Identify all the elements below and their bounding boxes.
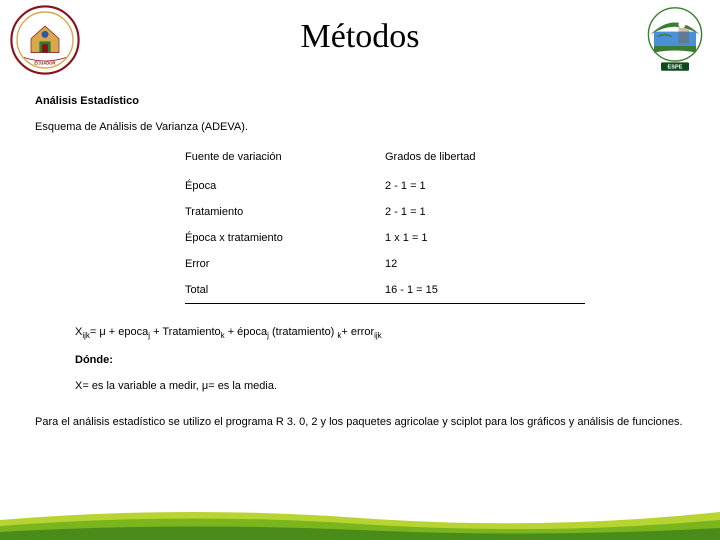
table-cell: 2 - 1 = 1 [385, 180, 585, 192]
footer-wave-decoration [0, 500, 720, 540]
table-row: Época 2 - 1 = 1 [185, 173, 685, 199]
table-row-total: Total 16 - 1 = 15 [185, 277, 585, 304]
table-cell: 12 [385, 258, 585, 270]
adeva-table: Fuente de variación Grados de libertad É… [185, 145, 685, 304]
table-cell: Época [185, 180, 385, 192]
table-cell: 1 x 1 = 1 [385, 232, 585, 244]
table-header-source: Fuente de variación [185, 151, 385, 163]
svg-text:ECUADOR: ECUADOR [34, 61, 55, 66]
content: Análisis Estadístico Esquema de Análisis… [0, 80, 720, 434]
table-header-df: Grados de libertad [385, 151, 585, 163]
table-cell: Error [185, 258, 385, 270]
table-row: Época x tratamiento 1 x 1 = 1 [185, 225, 685, 251]
formula-sub: ijk [82, 331, 90, 340]
definition-text: X= es la variable a medir, μ= es la medi… [75, 380, 685, 392]
table-cell: 2 - 1 = 1 [385, 206, 585, 218]
formula-part: + error [341, 326, 374, 338]
svg-text:ESPE: ESPE [668, 65, 683, 71]
institution-logo-right: ESPE [640, 5, 710, 75]
table-cell: Total [185, 284, 385, 296]
table-cell: Época x tratamiento [185, 232, 385, 244]
formula-part: = μ + epoca [90, 326, 148, 338]
schema-text: Esquema de Análisis de Varianza (ADEVA). [35, 121, 685, 133]
table-row: Tratamiento 2 - 1 = 1 [185, 199, 685, 225]
formula-part: + época [225, 326, 268, 338]
donde-label: Dónde: [75, 354, 685, 366]
table-cell: Tratamiento [185, 206, 385, 218]
header: ECUADOR Métodos ESPE [0, 0, 720, 80]
table-row: Error 12 [185, 251, 685, 277]
table-body: Época 2 - 1 = 1 Tratamiento 2 - 1 = 1 Ép… [185, 173, 685, 304]
model-formula: Xijk= μ + epocaj + Tratamientok + épocaj… [75, 326, 685, 340]
formula-part: + Tratamiento [150, 326, 221, 338]
section-subtitle: Análisis Estadístico [35, 95, 685, 107]
analysis-paragraph: Para el análisis estadístico se utilizo … [35, 410, 685, 434]
table-cell: 16 - 1 = 15 [385, 284, 585, 296]
page-title: Métodos [0, 0, 720, 56]
table-header-row: Fuente de variación Grados de libertad [185, 145, 685, 169]
formula-part: (tratamiento) [269, 326, 337, 338]
institution-logo-left: ECUADOR [10, 5, 80, 75]
formula-sub: ijk [374, 331, 382, 340]
